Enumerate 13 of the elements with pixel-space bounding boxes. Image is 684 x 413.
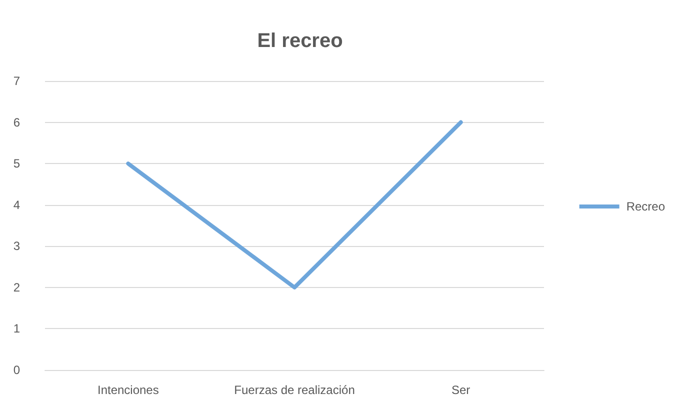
chart-title: El recreo <box>257 30 343 52</box>
legend-label: Recreo <box>626 200 666 214</box>
x-tick-label: Intenciones <box>97 383 159 397</box>
x-tick-label: Ser <box>451 383 470 397</box>
x-tick-label: Fuerzas de realización <box>234 383 355 397</box>
y-tick-label: 7 <box>13 74 20 88</box>
y-tick-label: 0 <box>13 363 20 377</box>
y-tick-label: 6 <box>13 115 20 130</box>
y-tick-label: 2 <box>13 280 20 294</box>
y-tick-label: 1 <box>13 322 20 336</box>
y-tick-label: 4 <box>13 198 20 212</box>
y-tick-label: 5 <box>13 156 20 171</box>
y-tick-label: 3 <box>13 239 20 254</box>
